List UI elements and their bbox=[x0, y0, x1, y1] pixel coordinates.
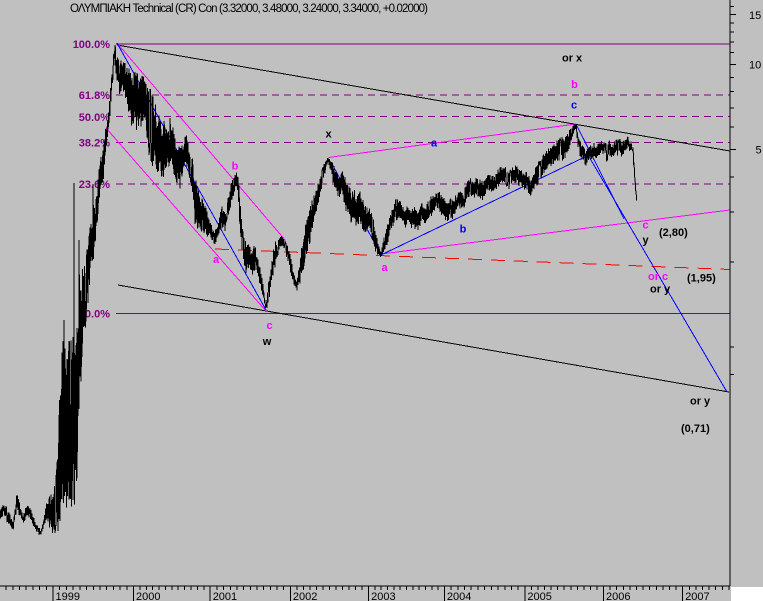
svg-text:b: b bbox=[571, 79, 578, 91]
svg-text:10: 10 bbox=[749, 60, 761, 72]
svg-text:a: a bbox=[381, 262, 388, 274]
svg-text:a: a bbox=[431, 138, 438, 150]
svg-text:5: 5 bbox=[756, 145, 762, 157]
svg-text:0.0%: 0.0% bbox=[85, 309, 110, 321]
svg-text:x: x bbox=[325, 129, 332, 141]
svg-text:(1,95): (1,95) bbox=[687, 273, 716, 285]
svg-text:w: w bbox=[262, 336, 272, 348]
svg-text:50.0%: 50.0% bbox=[79, 112, 110, 124]
svg-text:2007: 2007 bbox=[685, 591, 709, 601]
svg-text:1999: 1999 bbox=[56, 591, 80, 601]
svg-text:2006: 2006 bbox=[606, 591, 630, 601]
svg-text:100.0%: 100.0% bbox=[73, 39, 111, 51]
svg-text:y: y bbox=[642, 235, 649, 247]
svg-text:2005: 2005 bbox=[527, 591, 551, 601]
svg-text:b: b bbox=[232, 161, 239, 173]
svg-text:2000: 2000 bbox=[136, 591, 160, 601]
svg-text:b: b bbox=[460, 224, 467, 236]
svg-text:c: c bbox=[571, 100, 577, 112]
svg-text:c: c bbox=[266, 320, 272, 332]
svg-text:(0,71): (0,71) bbox=[681, 423, 710, 435]
svg-text:(2,80): (2,80) bbox=[659, 227, 688, 239]
svg-text:61.8%: 61.8% bbox=[79, 90, 110, 102]
svg-text:c: c bbox=[642, 220, 648, 232]
svg-text:ΟΛΥΜΠΙΑΚΗ Technical (CR) Con: ΟΛΥΜΠΙΑΚΗ Technical (CR) Con (3.32000, 3… bbox=[70, 3, 428, 15]
svg-text:2004: 2004 bbox=[447, 591, 471, 601]
svg-text:38.2%: 38.2% bbox=[79, 138, 110, 150]
svg-text:or y: or y bbox=[650, 284, 671, 296]
svg-text:or y: or y bbox=[690, 396, 711, 408]
svg-text:2003: 2003 bbox=[371, 591, 395, 601]
svg-text:a: a bbox=[213, 254, 220, 266]
svg-text:2002: 2002 bbox=[293, 591, 317, 601]
svg-text:23.6%: 23.6% bbox=[79, 179, 110, 191]
svg-text:15: 15 bbox=[749, 10, 761, 22]
svg-text:or x: or x bbox=[562, 53, 583, 65]
svg-text:or c: or c bbox=[648, 271, 668, 283]
svg-text:2001: 2001 bbox=[213, 591, 237, 601]
